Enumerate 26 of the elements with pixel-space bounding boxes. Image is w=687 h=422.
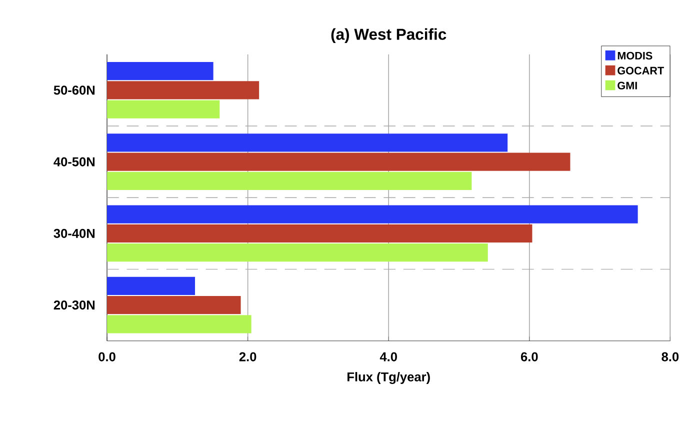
y-tick-label: 40-50N: [54, 157, 95, 166]
bar: [107, 62, 214, 80]
legend-label: GMI: [618, 82, 637, 90]
bar: [107, 100, 220, 118]
x-tick-label: 0.0: [98, 352, 116, 362]
legend-label: MODIS: [618, 52, 652, 60]
bar: [107, 276, 196, 296]
bar: [107, 81, 260, 100]
bar: [107, 205, 638, 224]
x-tick-label: 4.0: [380, 352, 397, 362]
bar: [107, 134, 508, 152]
y-tick-label: 30-40N: [54, 228, 95, 238]
bar: [107, 244, 488, 262]
bar: [107, 315, 252, 334]
bar: [107, 172, 472, 190]
bar: [107, 224, 532, 243]
chart-title: (a) West Pacific: [331, 28, 446, 44]
bar: [107, 296, 241, 314]
y-tick-label: 20-30N: [54, 300, 95, 310]
x-tick-label: 8.0: [662, 352, 679, 362]
bar: [107, 152, 570, 171]
legend-label: GOCART: [618, 66, 664, 75]
y-tick-label: 50-60N: [54, 86, 95, 95]
x-tick-label: 6.0: [520, 352, 538, 362]
x-axis-title: Flux (Tg/year): [348, 372, 430, 384]
x-tick-label: 2.0: [239, 352, 256, 362]
